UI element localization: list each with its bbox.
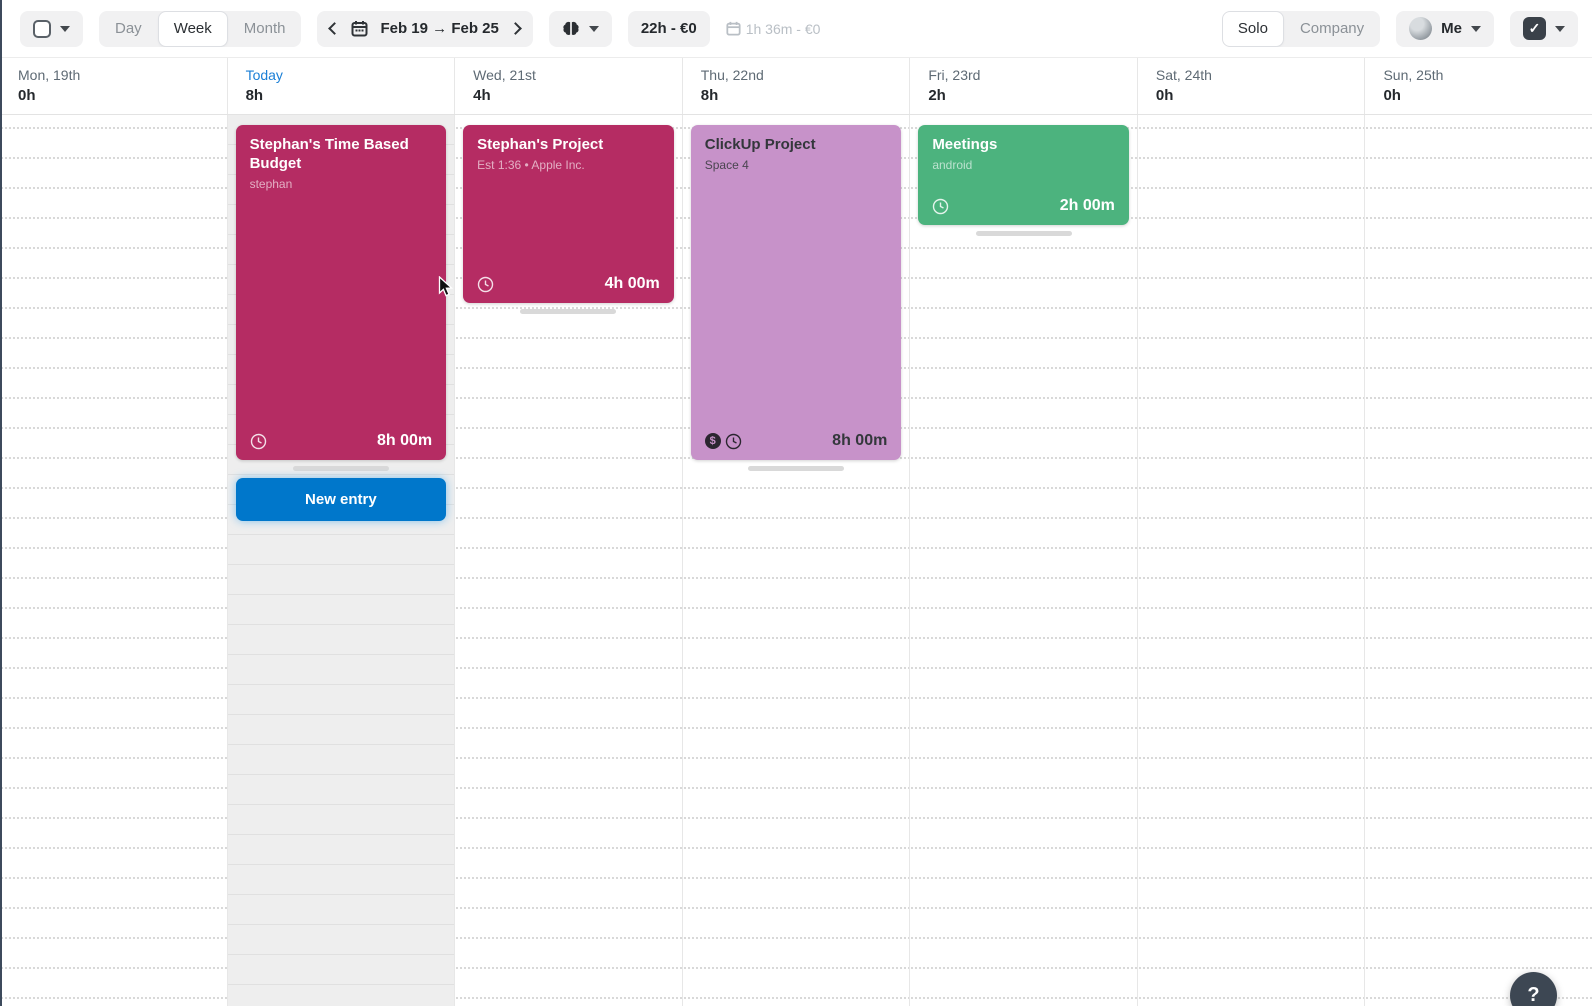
entry-footer: $ 8h 00m [704, 432, 888, 450]
day-total-hours: 4h [473, 87, 491, 104]
day-column-sat[interactable] [1137, 115, 1366, 1006]
tab-day[interactable]: Day [115, 20, 142, 37]
chevron-down-icon [1471, 25, 1481, 32]
day-header-today[interactable]: Today 8h [228, 58, 456, 114]
ai-memories-dropdown[interactable] [548, 10, 612, 47]
brain-icon [563, 21, 579, 35]
checkbox-icon[interactable] [33, 19, 51, 38]
entry-duration: 8h 00m [377, 432, 433, 449]
day-name: Wed, 21st [473, 67, 536, 83]
day-column-today[interactable]: Stephan's Time Based Budget stephan 8h 0… [227, 115, 456, 1006]
me-label: Me [1441, 20, 1462, 37]
entry-title: ClickUp Project [704, 136, 816, 153]
entry-subtitle: Space 4 [704, 157, 749, 172]
new-entry-button[interactable]: New entry [235, 478, 447, 521]
entry-title: Stephan's Time Based Budget [249, 136, 409, 172]
time-entry-stephans-project[interactable]: Stephan's Project Est 1:36 • Apple Inc. … [463, 125, 674, 303]
toolbar-right: Solo Company Me ✓ [1221, 10, 1578, 47]
bulk-select-dropdown[interactable] [20, 10, 83, 47]
day-column-thu[interactable]: ClickUp Project Space 4 $ 8h 00m [682, 115, 911, 1006]
chevron-down-icon [1555, 25, 1565, 32]
day-header-sun[interactable]: Sun, 25th 0h [1365, 58, 1592, 114]
week-total-badge[interactable]: 22h - €0 [627, 10, 710, 47]
tab-company[interactable]: Company [1299, 20, 1365, 37]
entry-subtitle: stephan [249, 176, 293, 191]
day-name: Sat, 24th [1155, 67, 1212, 83]
day-column-wed[interactable]: Stephan's Project Est 1:36 • Apple Inc. … [455, 115, 683, 1006]
calendar-icon [351, 21, 368, 37]
day-name: Sun, 25th [1383, 67, 1444, 83]
day-headers-row: Mon, 19th 0h Today 8h Wed, 21st 4h Thu, … [0, 58, 1592, 115]
entry-footer-icons [932, 198, 949, 215]
checked-square-icon: ✓ [1523, 17, 1546, 40]
entry-footer-icons [477, 276, 494, 293]
clock-icon [933, 198, 949, 214]
date-navigator: Feb 19 → Feb 25 [317, 10, 533, 47]
help-button[interactable]: ? [1510, 972, 1557, 1006]
billable-icon: $ [704, 433, 721, 449]
day-column-sun[interactable] [1365, 115, 1592, 1006]
next-week-button[interactable] [508, 22, 522, 35]
entry-resize-handle[interactable] [748, 466, 845, 471]
entry-title: Stephan's Project [477, 136, 604, 153]
planned-total: 1h 36m - €0 [726, 20, 821, 37]
chevron-down-icon [588, 25, 599, 32]
entry-footer: 2h 00m [932, 197, 1115, 215]
time-entry-stephans-time-based-budget[interactable]: Stephan's Time Based Budget stephan 8h 0… [235, 125, 447, 460]
day-name: Thu, 22nd [700, 67, 764, 83]
entry-duration: 8h 00m [832, 432, 888, 449]
entry-footer-icons [250, 433, 267, 450]
entry-footer: 8h 00m [250, 432, 433, 450]
day-total-hours: 8h [245, 87, 264, 104]
calendar-grid: Stephan's Time Based Budget stephan 8h 0… [0, 115, 1592, 1006]
day-total-hours: 8h [700, 87, 719, 104]
tab-month[interactable]: Month [243, 20, 286, 37]
calendar-icon [726, 21, 741, 36]
day-name: Fri, 23rd [928, 67, 981, 83]
clock-icon [725, 433, 741, 449]
day-total-hours: 0h [18, 87, 36, 104]
tab-week[interactable]: Week [157, 10, 228, 47]
entry-duration: 4h 00m [604, 275, 660, 292]
tab-solo[interactable]: Solo [1221, 10, 1284, 47]
day-column-mon[interactable] [0, 115, 228, 1006]
entry-footer-icons: $ [704, 433, 742, 450]
clock-icon [477, 276, 494, 292]
day-total-hours: 2h [928, 87, 946, 104]
entry-subtitle: Est 1:36 • Apple Inc. [477, 157, 585, 172]
time-entry-clickup-project[interactable]: ClickUp Project Space 4 $ 8h 00m [690, 125, 902, 460]
day-header-sat[interactable]: Sat, 24th 0h [1138, 58, 1366, 114]
chevron-down-icon [60, 25, 70, 32]
planned-total-label: 1h 36m - €0 [745, 20, 821, 37]
day-total-hours: 0h [1155, 87, 1174, 104]
day-header-wed[interactable]: Wed, 21st 4h [455, 58, 683, 114]
entry-resize-handle[interactable] [520, 309, 617, 314]
day-total-hours: 0h [1383, 87, 1401, 104]
day-name: Today [245, 67, 283, 83]
entry-resize-handle[interactable] [975, 231, 1072, 236]
entry-title: Meetings [932, 136, 998, 153]
scope-switcher: Solo Company [1221, 10, 1381, 47]
toolbar-left: Day Week Month Feb 19 → Feb 25 [20, 10, 821, 47]
entry-footer: 4h 00m [477, 275, 660, 293]
entry-subtitle: android [932, 157, 973, 172]
tasks-dropdown[interactable]: ✓ [1510, 10, 1578, 47]
day-column-fri[interactable]: Meetings android 2h 00m [910, 115, 1138, 1006]
prev-week-button[interactable] [328, 22, 342, 35]
day-header-mon[interactable]: Mon, 19th 0h [0, 58, 228, 114]
entry-resize-handle[interactable] [292, 466, 389, 471]
time-entry-meetings[interactable]: Meetings android 2h 00m [918, 125, 1129, 225]
day-header-thu[interactable]: Thu, 22nd 8h [683, 58, 911, 114]
avatar [1409, 17, 1433, 40]
date-range-label[interactable]: Feb 19 → Feb 25 [380, 20, 499, 37]
view-switcher: Day Week Month [99, 10, 302, 47]
clock-icon [250, 433, 266, 449]
day-header-fri[interactable]: Fri, 23rd 2h [910, 58, 1138, 114]
toolbar: Day Week Month Feb 19 → Feb 25 [0, 0, 1592, 58]
entry-duration: 2h 00m [1059, 197, 1115, 214]
user-filter-dropdown[interactable]: Me [1396, 10, 1494, 47]
window-left-edge [0, 0, 2, 1006]
day-name: Mon, 19th [18, 67, 81, 83]
